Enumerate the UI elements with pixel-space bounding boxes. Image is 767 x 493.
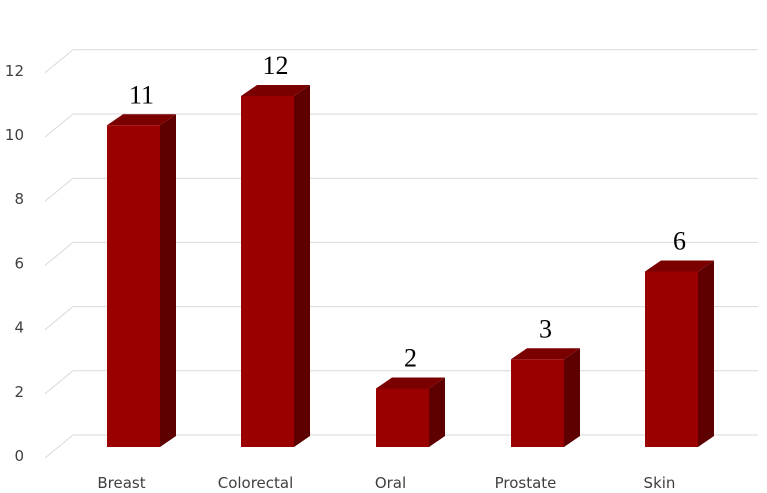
bar-top [511, 348, 580, 360]
data-label: 2 [404, 344, 417, 373]
y-tick-label: 8 [14, 190, 24, 208]
bar [241, 85, 310, 447]
bar-side [698, 260, 714, 447]
bar-front [645, 271, 698, 447]
category-label: Prostate [495, 474, 557, 492]
bar-top [376, 377, 445, 389]
bar-top [645, 260, 714, 272]
data-labels: 11 12 2 3 6 [129, 51, 686, 373]
bar [645, 260, 714, 447]
category-label: Oral [375, 474, 406, 492]
bar-front [107, 125, 160, 447]
bar-side [429, 377, 445, 447]
y-axis-ticks: 0 2 4 6 8 10 12 [5, 62, 24, 465]
bars [107, 85, 714, 447]
data-label: 11 [129, 80, 154, 109]
bar-side [294, 85, 310, 447]
y-tick-label: 4 [14, 319, 24, 337]
category-label: Breast [97, 474, 145, 492]
bar-top [241, 85, 310, 96]
gridline [44, 306, 758, 330]
y-tick-label: 0 [14, 447, 24, 465]
bar-front [241, 96, 294, 447]
data-label: 6 [673, 227, 686, 256]
gridline [44, 113, 758, 138]
bar [511, 348, 580, 447]
x-axis-categories: Breast Colorectal Oral Prostate Skin [97, 474, 675, 492]
y-tick-label: 6 [14, 254, 24, 272]
category-label: Colorectal [218, 474, 294, 492]
y-tick-label: 12 [5, 62, 24, 80]
y-tick-label: 10 [5, 126, 24, 144]
y-tick-label: 2 [14, 383, 24, 401]
bar-front [511, 359, 564, 447]
bar-side [564, 348, 580, 447]
bar-top [107, 114, 176, 126]
bar [107, 114, 176, 447]
data-label: 3 [539, 314, 552, 343]
data-label: 12 [263, 51, 289, 80]
category-label: Skin [644, 474, 676, 492]
gridline [44, 177, 758, 202]
bar-front [376, 388, 429, 447]
bar-side [160, 114, 176, 447]
gridlines [44, 49, 758, 459]
gridline [44, 49, 758, 74]
gridline [44, 241, 758, 266]
bar [376, 377, 445, 447]
